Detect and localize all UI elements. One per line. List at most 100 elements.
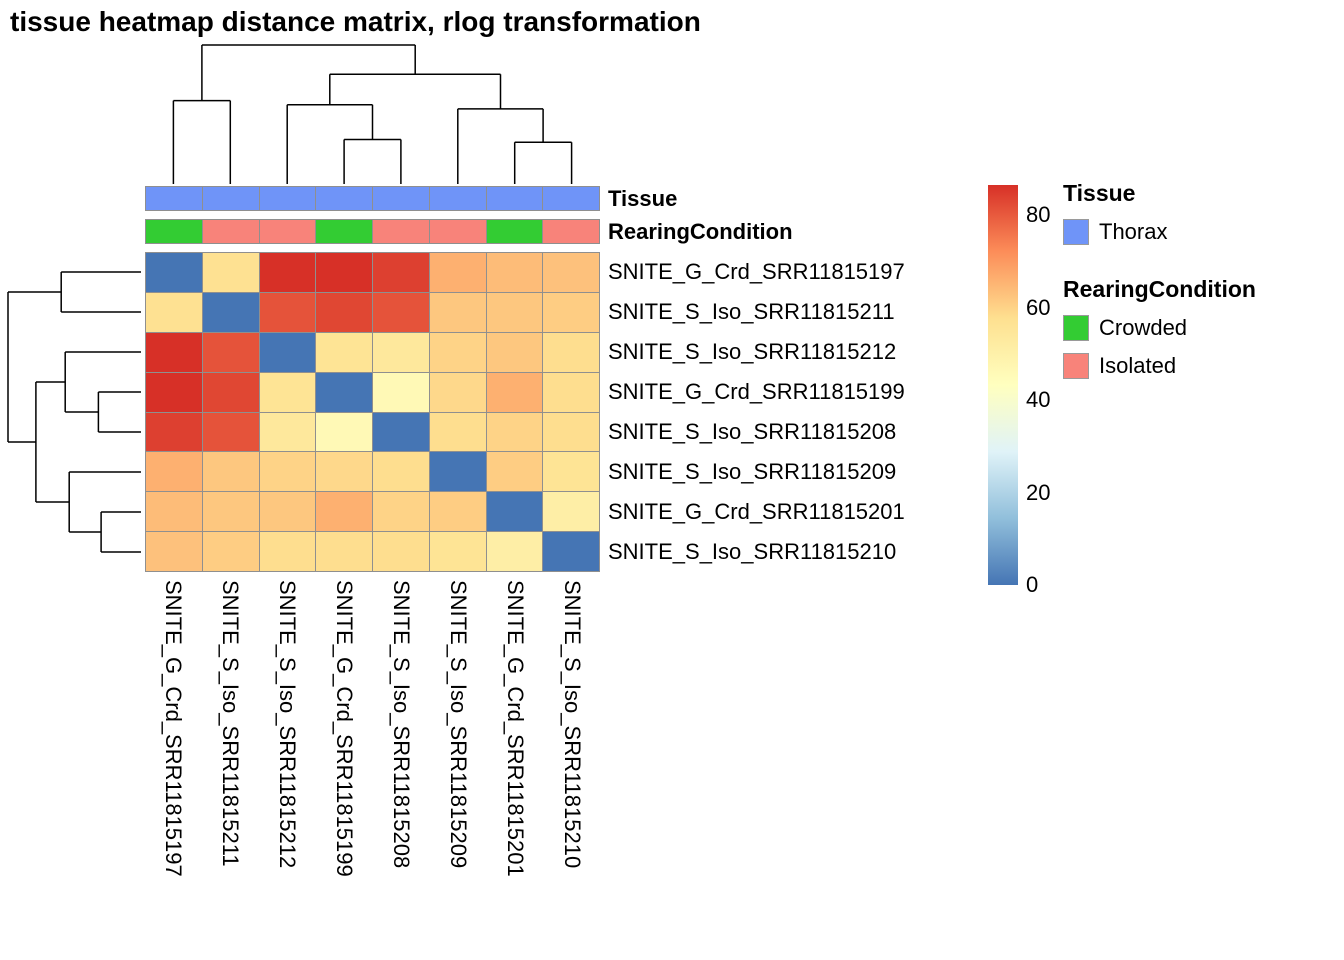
column-label: SNITE_S_Iso_SRR11815208	[388, 580, 414, 869]
heatmap-cell	[543, 412, 599, 452]
annotation-cell	[543, 220, 599, 243]
heatmap-cell	[146, 292, 202, 332]
heatmap-cell	[373, 253, 429, 292]
heatmap-cell	[543, 492, 599, 532]
row-label: SNITE_S_Iso_SRR11815208	[608, 419, 897, 444]
heatmap-cell	[429, 372, 486, 412]
heatmap-cell	[316, 332, 372, 372]
heatmap-cell	[429, 292, 486, 332]
tissue-track-label: Tissue	[608, 186, 678, 211]
tissue-annotation-bar	[145, 186, 600, 211]
heatmap-cell	[543, 452, 599, 492]
column-label: SNITE_S_Iso_SRR11815212	[275, 580, 301, 869]
rearing-annotation-bar	[145, 219, 600, 244]
annotation-cell	[202, 220, 259, 243]
heatmap-cell	[373, 412, 429, 452]
annotation-cell	[146, 187, 202, 210]
heatmap-cell	[259, 492, 316, 532]
heatmap-cell	[146, 412, 202, 452]
heatmap-cell	[316, 492, 372, 532]
row-label: SNITE_S_Iso_SRR11815209	[608, 459, 897, 484]
heatmap-cell	[543, 332, 599, 372]
colorbar-tick-label: 80	[1026, 202, 1051, 228]
heatmap-cell	[429, 332, 486, 372]
heatmap-cell	[202, 332, 259, 372]
heatmap-cell	[202, 372, 259, 412]
legend-item-crowded: Crowded	[1063, 315, 1256, 341]
column-label: SNITE_S_Iso_SRR11815209	[445, 580, 471, 869]
heatmap-cell	[429, 412, 486, 452]
heatmap-cell	[259, 532, 316, 571]
heatmap-cell	[259, 372, 316, 412]
legend-item-thorax: Thorax	[1063, 219, 1167, 245]
tissue-legend-title: Tissue	[1063, 180, 1136, 206]
heatmap-cell	[146, 253, 202, 292]
heatmap-cell	[316, 452, 372, 492]
heatmap-cell	[486, 492, 543, 532]
heatmap-cell	[202, 452, 259, 492]
heatmap-cell	[259, 452, 316, 492]
thorax-legend-label: Thorax	[1099, 219, 1168, 244]
colorbar-tick-label: 60	[1026, 294, 1051, 320]
thorax-color-swatch	[1063, 219, 1089, 245]
isolated-legend-label: Isolated	[1099, 353, 1177, 378]
heatmap-cell	[543, 292, 599, 332]
heatmap-cell	[429, 492, 486, 532]
heatmap-cell	[373, 452, 429, 492]
column-label: SNITE_S_Iso_SRR11815211	[218, 580, 244, 867]
column-dendrogram	[172, 44, 573, 184]
heatmap-cell	[373, 532, 429, 571]
heatmap-cell	[146, 492, 202, 532]
heatmap-cell	[146, 532, 202, 571]
column-label: SNITE_S_Iso_SRR11815210	[559, 580, 585, 869]
heatmap-cell	[316, 292, 372, 332]
heatmap-cell	[202, 412, 259, 452]
heatmap-cell	[259, 292, 316, 332]
heatmap-cell	[146, 332, 202, 372]
annotation-cell	[146, 220, 202, 243]
heatmap-cell	[486, 253, 543, 292]
heatmap-cell	[202, 492, 259, 532]
annotation-cell	[486, 220, 543, 243]
annotation-cell	[259, 187, 316, 210]
row-label: SNITE_S_Iso_SRR11815210	[608, 539, 897, 564]
heatmap-cell	[543, 532, 599, 571]
heatmap-cell	[486, 332, 543, 372]
column-label: SNITE_G_Crd_SRR11815197	[161, 580, 187, 877]
heatmap-cell	[316, 532, 372, 571]
annotation-cell	[543, 187, 599, 210]
annotation-cell	[373, 220, 429, 243]
annotation-cell	[259, 220, 316, 243]
heatmap-cell	[146, 452, 202, 492]
column-label: SNITE_G_Crd_SRR11815199	[332, 580, 358, 877]
heatmap-cell	[486, 292, 543, 332]
page-title: tissue heatmap distance matrix, rlog tra…	[10, 6, 701, 37]
heatmap-cell	[429, 452, 486, 492]
annotation-cell	[202, 187, 259, 210]
annotation-cell	[316, 220, 372, 243]
rearing-condition-legend: RearingCondition Crowded Isolated	[1063, 276, 1256, 391]
heatmap-cell	[316, 412, 372, 452]
isolated-color-swatch	[1063, 353, 1089, 379]
heatmap-cell	[486, 532, 543, 571]
heatmap-cell	[486, 372, 543, 412]
row-label: SNITE_G_Crd_SRR11815197	[608, 259, 905, 284]
heatmap-cell	[543, 372, 599, 412]
colorbar-legend	[988, 185, 1018, 585]
row-label: SNITE_G_Crd_SRR11815199	[608, 379, 905, 404]
column-label: SNITE_G_Crd_SRR11815201	[502, 580, 528, 877]
crowded-color-swatch	[1063, 315, 1089, 341]
heatmap-cell	[316, 372, 372, 412]
tissue-legend: Tissue Thorax	[1063, 180, 1167, 257]
row-label: SNITE_S_Iso_SRR11815212	[608, 339, 897, 364]
heatmap-cell	[373, 292, 429, 332]
annotation-cell	[316, 187, 372, 210]
rearing-legend-title: RearingCondition	[1063, 276, 1256, 302]
crowded-legend-label: Crowded	[1099, 315, 1188, 340]
heatmap-cell	[486, 452, 543, 492]
heatmap-cell	[373, 372, 429, 412]
annotation-cell	[373, 187, 429, 210]
row-label: SNITE_G_Crd_SRR11815201	[608, 499, 905, 524]
legend-item-isolated: Isolated	[1063, 353, 1256, 379]
